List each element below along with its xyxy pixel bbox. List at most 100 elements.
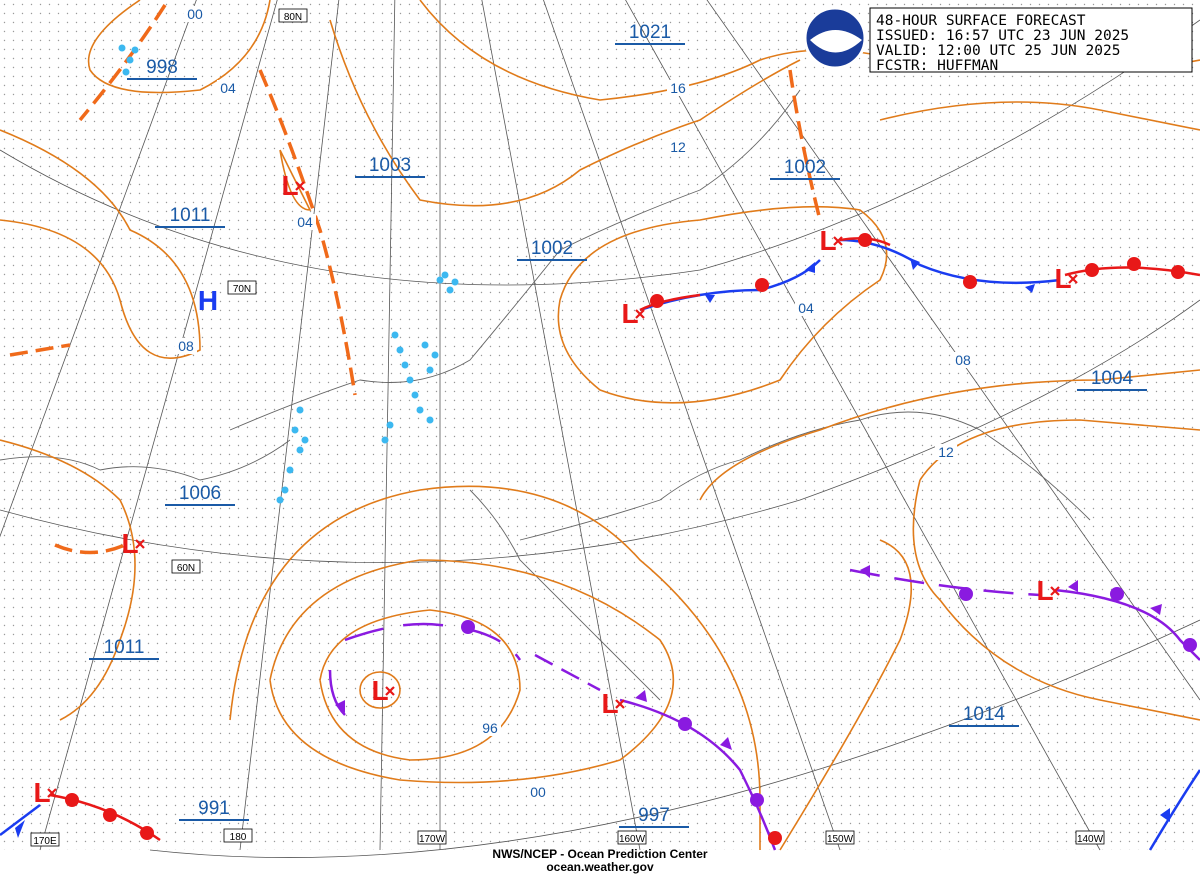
occluded-front	[619, 698, 777, 851]
stationary-front	[639, 293, 701, 312]
low-marker	[833, 236, 843, 246]
grid-label: 170W	[419, 834, 446, 845]
trough	[788, 69, 822, 221]
pressure-label: 1021	[629, 22, 671, 43]
grid-label: 180	[230, 832, 247, 843]
trough	[258, 69, 357, 396]
isobar-label: 96	[482, 720, 498, 736]
isobar-label-bg	[527, 784, 549, 800]
isobar-label: 04	[798, 300, 814, 316]
header-line: VALID: 12:00 UTC 25 JUN 2025	[876, 43, 1120, 59]
grid-background	[0, 0, 1200, 850]
isobar-label-bg	[479, 720, 501, 736]
low-marker	[615, 699, 625, 709]
low-marker	[1050, 586, 1060, 596]
occluded-front	[344, 622, 522, 661]
grid-label-box	[617, 830, 647, 845]
low-center: L	[819, 225, 836, 256]
trough	[54, 543, 126, 555]
pressure-label: 991	[198, 798, 230, 819]
isobar-label: 08	[178, 338, 194, 354]
isobar-label: 16	[670, 80, 686, 96]
footer-website: ocean.weather.gov	[546, 860, 654, 874]
isobar-label-bg	[935, 444, 957, 460]
low-center: L	[621, 298, 638, 329]
pressure-label: 1002	[531, 238, 573, 259]
header-line: FCSTR: HUFFMAN	[876, 58, 998, 74]
low-center: L	[1054, 263, 1071, 294]
low-marker	[1068, 274, 1078, 284]
grid-label-box	[825, 830, 855, 845]
fronts	[0, 4, 1200, 851]
high-center: H	[198, 285, 218, 316]
grid-label-box	[223, 828, 253, 843]
cold-front	[1148, 769, 1200, 851]
grid-label-box	[1075, 830, 1105, 845]
grid-label: 170E	[33, 836, 57, 847]
grid-label-box	[417, 830, 447, 845]
pressure-label: 1003	[369, 155, 411, 176]
grid-label: 160W	[619, 834, 646, 845]
low-marker	[385, 686, 395, 696]
isobar-label: 00	[530, 784, 546, 800]
header-line: ISSUED: 16:57 UTC 23 JUN 2025	[876, 28, 1129, 44]
isobar-label-bg	[175, 338, 197, 354]
header-line: 48-HOUR SURFACE FORECAST	[876, 13, 1086, 29]
pressure-label: 1011	[170, 205, 211, 226]
grid-label: 80N	[284, 12, 302, 23]
coastlines	[0, 89, 1091, 701]
isobar-label-bg	[952, 352, 974, 368]
low-center: L	[1036, 575, 1053, 606]
low-marker	[47, 788, 57, 798]
low-center: L	[601, 688, 618, 719]
pressure-label: 997	[638, 805, 670, 826]
low-center: L	[281, 170, 298, 201]
isobar-label: 12	[938, 444, 954, 460]
isobar-label-bg	[217, 80, 239, 96]
isobar-label: 12	[670, 139, 686, 155]
isobar-label: 00	[187, 6, 203, 22]
front-symbols	[15, 233, 1197, 845]
pressure-label: 1014	[963, 704, 1006, 725]
cold-front	[0, 804, 41, 836]
isobar-label: 04	[297, 214, 313, 230]
isobar-label-bg	[667, 80, 689, 96]
low-marker	[135, 539, 145, 549]
grid-label: 70N	[233, 284, 251, 295]
isobars	[0, 0, 1200, 851]
precipitation	[118, 44, 459, 504]
occluded-front	[328, 669, 346, 716]
pressure-label: 1004	[1091, 368, 1134, 389]
isobar-label-bg	[795, 300, 817, 316]
isobar-label-bg	[184, 6, 206, 22]
noaa-logo	[803, 6, 867, 70]
pressure-label: 1002	[784, 157, 826, 178]
low-center: L	[121, 528, 138, 559]
trough	[9, 343, 71, 357]
low-center: L	[33, 777, 50, 808]
pressure-label: 1006	[179, 483, 221, 504]
low-marker	[635, 309, 645, 319]
grid-label-box	[227, 280, 257, 295]
occluded-front	[849, 568, 1041, 597]
grid-label-box	[278, 8, 308, 23]
isobar-label: 04	[220, 80, 236, 96]
trough	[78, 4, 167, 122]
occluded-front	[534, 653, 601, 692]
pressure-label: 1011	[104, 637, 145, 658]
isobar-label-bg	[294, 214, 316, 230]
low-marker	[295, 181, 305, 191]
grid-label-box	[30, 832, 60, 847]
occluded-front	[1054, 588, 1200, 661]
grid-label-box	[171, 559, 201, 574]
grid-label: 150W	[827, 834, 854, 845]
pressure-label: 998	[146, 57, 178, 78]
isobar-label: 08	[955, 352, 971, 368]
isobar-label-bg	[667, 139, 689, 155]
grid-label: 60N	[177, 563, 195, 574]
footer-agency: NWS/NCEP - Ocean Prediction Center	[492, 847, 707, 861]
grid-label: 140W	[1077, 834, 1104, 845]
low-center: L	[371, 675, 388, 706]
